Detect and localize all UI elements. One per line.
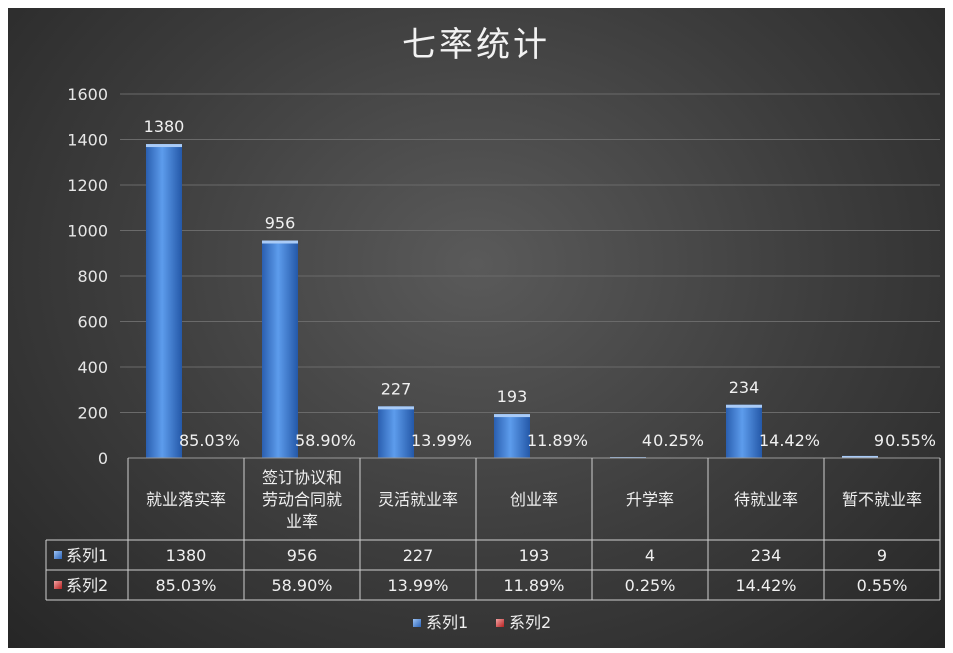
data-label-series2: 58.90% xyxy=(295,431,356,450)
data-label-series1: 193 xyxy=(497,387,528,406)
y-tick-label: 1600 xyxy=(67,85,108,104)
x-category-label: 签订协议和 xyxy=(262,468,342,487)
data-label-series1: 4 xyxy=(642,431,652,450)
legend-label-series2: 系列2 xyxy=(509,613,551,632)
bar-series1 xyxy=(726,404,762,458)
data-label-series1: 227 xyxy=(381,379,412,398)
y-tick-label: 400 xyxy=(77,358,108,377)
x-category-label: 暂不就业率 xyxy=(842,490,922,509)
data-label-series1: 234 xyxy=(729,378,760,397)
data-label-series1: 1380 xyxy=(144,117,185,136)
table-cell-series1: 193 xyxy=(519,546,550,565)
y-tick-label: 200 xyxy=(77,404,108,423)
table-legend-key-series2 xyxy=(54,581,62,589)
x-category-label: 创业率 xyxy=(510,490,558,509)
table-legend-key-series1 xyxy=(54,551,62,559)
data-label-series2: 85.03% xyxy=(179,431,240,450)
chart-svg: 七率统计 0 200 400 600 800 1000 1200 1400 1600 1380 85.… xyxy=(45,25,941,632)
legend-label-series1: 系列1 xyxy=(426,613,468,632)
y-tick-label: 0 xyxy=(98,449,108,468)
x-category-label: 待就业率 xyxy=(734,490,798,509)
data-label-series1: 956 xyxy=(265,214,296,233)
data-label-series2: 11.89% xyxy=(527,431,588,450)
data-label-series2: 14.42% xyxy=(759,431,820,450)
x-category-label: 业率 xyxy=(286,512,318,531)
table-cell-series2: 85.03% xyxy=(155,576,216,595)
bar-top-highlight xyxy=(726,404,762,408)
legend-key-series1 xyxy=(413,619,421,627)
bar-series1 xyxy=(494,414,530,458)
table-cell-series2: 0.25% xyxy=(625,576,676,595)
bar-top-highlight xyxy=(262,240,298,244)
x-category-label: 劳动合同就 xyxy=(262,490,342,509)
y-tick-label: 1000 xyxy=(67,222,108,241)
chart-area: 七率统计 0 200 400 600 800 1000 1200 1400 1600 1380 85.… xyxy=(8,8,945,648)
x-category-label: 灵活就业率 xyxy=(378,490,458,509)
y-tick-label: 600 xyxy=(77,313,108,332)
table-series-name-series1: 系列1 xyxy=(66,546,108,565)
bar-series1 xyxy=(378,406,414,458)
bar-top-highlight xyxy=(842,455,878,458)
y-tick-label: 1200 xyxy=(67,176,108,195)
bar-series1 xyxy=(262,240,298,458)
table-cell-series1: 9 xyxy=(877,546,887,565)
data-label-series2: 13.99% xyxy=(411,431,472,450)
table-cell-series2: 11.89% xyxy=(503,576,564,595)
data-label-series2: 0.25% xyxy=(653,431,704,450)
y-tick-label: 800 xyxy=(77,267,108,286)
table-cell-series1: 956 xyxy=(287,546,318,565)
table-series-name-series2: 系列2 xyxy=(66,576,108,595)
x-category-label: 升学率 xyxy=(626,490,674,509)
table-cell-series2: 0.55% xyxy=(857,576,908,595)
data-label-series2: 0.55% xyxy=(885,431,936,450)
bar-top-highlight xyxy=(378,406,414,410)
table-cell-series1: 1380 xyxy=(166,546,207,565)
y-tick-label: 1400 xyxy=(67,131,108,150)
x-category-label: 就业落实率 xyxy=(146,490,226,509)
table-cell-series2: 58.90% xyxy=(271,576,332,595)
chart-title: 七率统计 xyxy=(402,25,550,65)
data-label-series1: 9 xyxy=(874,431,884,450)
table-cell-series1: 227 xyxy=(403,546,434,565)
table-cell-series1: 234 xyxy=(751,546,782,565)
bar-top-highlight xyxy=(494,414,530,418)
table-cell-series2: 13.99% xyxy=(387,576,448,595)
table-cell-series2: 14.42% xyxy=(735,576,796,595)
bar-top-highlight xyxy=(146,144,182,148)
table-cell-series1: 4 xyxy=(645,546,655,565)
bar-series1 xyxy=(146,144,182,459)
legend-key-series2 xyxy=(496,619,504,627)
